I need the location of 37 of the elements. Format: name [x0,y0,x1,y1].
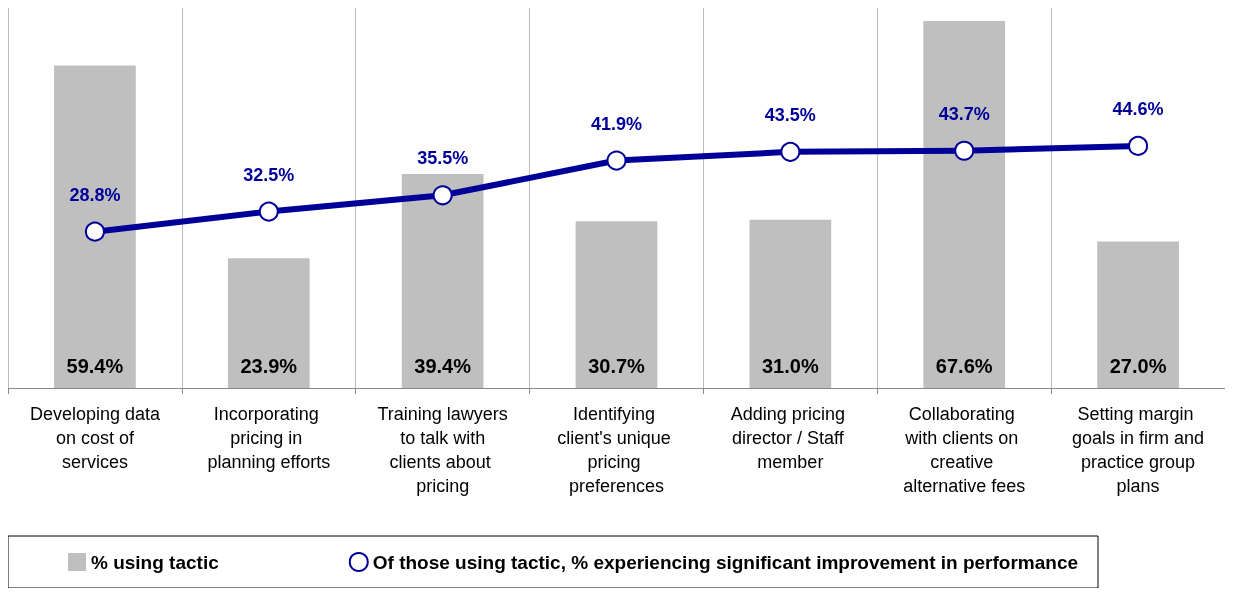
point [780,141,801,162]
legend-label: % using tactic [91,551,220,573]
x-tick-label: Adding pricing director / Staff member [730,404,850,472]
data-label: 67.6% [935,355,993,377]
data-label: 43.5% [764,104,816,125]
point [606,150,627,171]
bar [923,21,1006,388]
data-label: 59.4% [66,355,124,377]
point [1128,135,1149,156]
data-label: 41.9% [590,113,643,134]
bar [575,221,658,388]
point [84,221,105,242]
x-tick-label: Setting margin goals in firm and practice group plans [1072,404,1205,496]
x-tick-label: Developing data on cost of services [29,404,161,472]
point [954,140,975,161]
data-label: 23.9% [240,355,298,377]
data-label: 32.5% [243,164,295,185]
point [258,201,279,222]
bar [749,219,832,388]
bar [54,65,136,388]
data-label: 43.7% [938,103,990,124]
data-label: 31.0% [762,355,819,377]
data-label: 28.8% [69,184,121,205]
data-label: 30.7% [588,355,646,377]
data-label: 27.0% [1109,355,1167,377]
point [432,185,453,206]
x-tick-label: Incorporating pricing in planning efforts [207,404,331,472]
legend-label: Of those using tactic, % experiencing significant improvement in performance [372,551,1079,573]
x-tick-label: Identifying client's unique pricing preferences [557,404,676,496]
data-label: 44.6% [1112,98,1164,119]
bar [1097,241,1179,388]
bar [401,174,484,388]
data-label: 35.5% [417,148,469,169]
x-tick-label: Collaborating with clients on creative alternative fees [903,404,1026,496]
data-label: 39.4% [414,355,472,377]
bar [227,258,310,388]
x-tick-label: Training lawyers to talk with clients about pricing [377,404,508,496]
